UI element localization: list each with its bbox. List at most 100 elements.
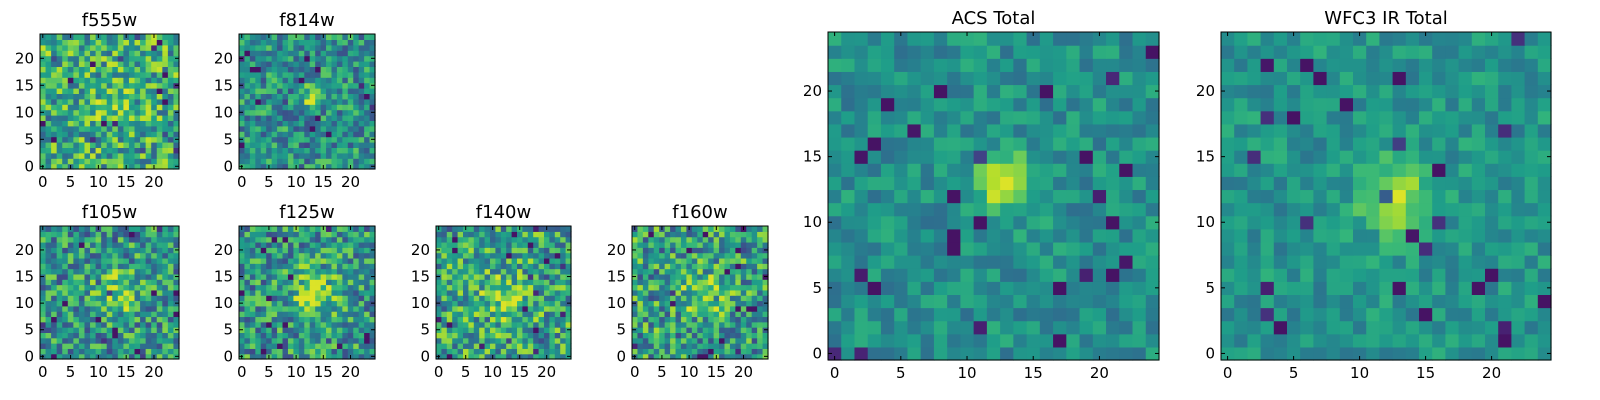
heatmap-cell bbox=[702, 279, 709, 286]
heatmap-cell bbox=[670, 305, 677, 312]
heatmap-cell bbox=[56, 263, 63, 270]
heatmap-cell bbox=[298, 142, 305, 148]
heatmap-cell bbox=[533, 343, 540, 349]
heatmap-cell bbox=[724, 311, 731, 318]
heatmap-cell bbox=[1066, 241, 1081, 256]
heatmap-cell bbox=[260, 131, 267, 138]
heatmap-cell bbox=[751, 279, 758, 286]
heatmap-cell bbox=[347, 316, 354, 323]
heatmap-cell bbox=[511, 332, 518, 339]
heatmap-cell bbox=[167, 98, 175, 105]
heatmap-cell bbox=[51, 120, 58, 127]
heatmap-cell bbox=[719, 337, 726, 344]
heatmap-cell bbox=[106, 88, 113, 94]
heatmap-cell bbox=[260, 82, 267, 89]
heatmap-cell bbox=[78, 136, 86, 143]
heatmap-cell bbox=[151, 152, 158, 159]
heatmap-cell bbox=[713, 311, 720, 318]
heatmap-cell bbox=[549, 316, 556, 323]
heatmap-cell bbox=[151, 44, 158, 51]
heatmap-cell bbox=[538, 279, 545, 286]
heatmap-cell bbox=[293, 39, 300, 46]
heatmap-cells bbox=[632, 226, 769, 360]
heatmap-cell bbox=[244, 104, 251, 111]
heatmap-cell bbox=[84, 300, 91, 307]
heatmap-cell bbox=[347, 236, 354, 243]
heatmap-cell bbox=[457, 348, 464, 355]
heatmap-cell bbox=[947, 110, 961, 125]
heatmap-cell bbox=[277, 284, 284, 291]
heatmap-cell bbox=[1026, 241, 1041, 256]
heatmap-cell bbox=[364, 93, 371, 100]
heatmap-cell bbox=[554, 353, 561, 360]
x-tick-label: 5 bbox=[66, 363, 76, 381]
heatmap-cell bbox=[123, 82, 130, 89]
heatmap-cell bbox=[326, 348, 333, 355]
heatmap-cell bbox=[1485, 346, 1499, 361]
heatmap-cell bbox=[495, 226, 502, 232]
heatmap-cell bbox=[894, 32, 909, 46]
heatmap-cell bbox=[101, 295, 108, 302]
heatmap-cell bbox=[680, 311, 687, 318]
heatmap-cell bbox=[358, 125, 365, 132]
heatmap-cell bbox=[151, 109, 158, 116]
heatmap-cell bbox=[112, 71, 119, 78]
heatmap-cell bbox=[751, 316, 758, 323]
heatmap-cell bbox=[894, 241, 909, 256]
heatmap-cell bbox=[441, 247, 448, 254]
heatmap-cell bbox=[123, 311, 130, 318]
heatmap-cell bbox=[67, 247, 74, 254]
heatmap-cell bbox=[51, 284, 58, 291]
heatmap-cell bbox=[697, 353, 704, 360]
heatmap-cell bbox=[724, 343, 731, 349]
heatmap-cell bbox=[239, 66, 246, 73]
heatmap-cell bbox=[1379, 241, 1394, 256]
heatmap-cell bbox=[315, 66, 322, 73]
heatmap-cell bbox=[1145, 45, 1160, 59]
heatmap-cell bbox=[560, 311, 567, 318]
heatmap-cell bbox=[277, 268, 284, 275]
heatmap-cell bbox=[315, 332, 322, 339]
heatmap-cell bbox=[527, 273, 534, 280]
heatmap-cell bbox=[1485, 163, 1499, 177]
heatmap-cell bbox=[347, 152, 354, 159]
heatmap-cell bbox=[90, 273, 97, 280]
heatmap-cell bbox=[255, 163, 262, 170]
heatmap-cell bbox=[260, 263, 267, 270]
heatmap-cell bbox=[1300, 333, 1314, 348]
heatmap-cell bbox=[495, 268, 502, 275]
heatmap-cell bbox=[287, 98, 294, 105]
heatmap-cell bbox=[112, 147, 119, 154]
heatmap-cell bbox=[45, 327, 52, 333]
heatmap-cell bbox=[697, 332, 704, 339]
heatmap-cell bbox=[1000, 320, 1014, 335]
heatmap-cell bbox=[441, 321, 448, 328]
heatmap-cell bbox=[973, 71, 988, 86]
heatmap-cell bbox=[648, 263, 655, 270]
heatmap-cell bbox=[867, 281, 882, 295]
heatmap-cell bbox=[134, 77, 141, 84]
heatmap-cell bbox=[653, 321, 660, 328]
heatmap-cells bbox=[40, 34, 180, 170]
heatmap-cell bbox=[479, 226, 486, 232]
heatmap-cell bbox=[1119, 333, 1134, 348]
heatmap-cell bbox=[309, 61, 316, 67]
heatmap-cell bbox=[331, 93, 338, 100]
heatmap-cell bbox=[40, 311, 47, 318]
heatmap-cell bbox=[1079, 123, 1094, 138]
heatmap-cell bbox=[84, 44, 91, 51]
heatmap-cell bbox=[1013, 268, 1028, 282]
heatmap-cell bbox=[724, 332, 731, 339]
heatmap-cell bbox=[128, 71, 136, 78]
heatmap-cell bbox=[112, 93, 119, 100]
heatmap-cell bbox=[78, 327, 86, 333]
heatmap-cell bbox=[1039, 294, 1054, 309]
heatmap-cell bbox=[298, 136, 305, 143]
heatmap-cell bbox=[73, 343, 80, 349]
y-tick-label: 5 bbox=[616, 321, 626, 339]
heatmap-cell bbox=[260, 327, 267, 333]
heatmap-cell bbox=[101, 343, 108, 349]
heatmap-cell bbox=[123, 241, 130, 248]
heatmap-cell bbox=[538, 337, 545, 344]
heatmap-cell bbox=[73, 289, 80, 296]
